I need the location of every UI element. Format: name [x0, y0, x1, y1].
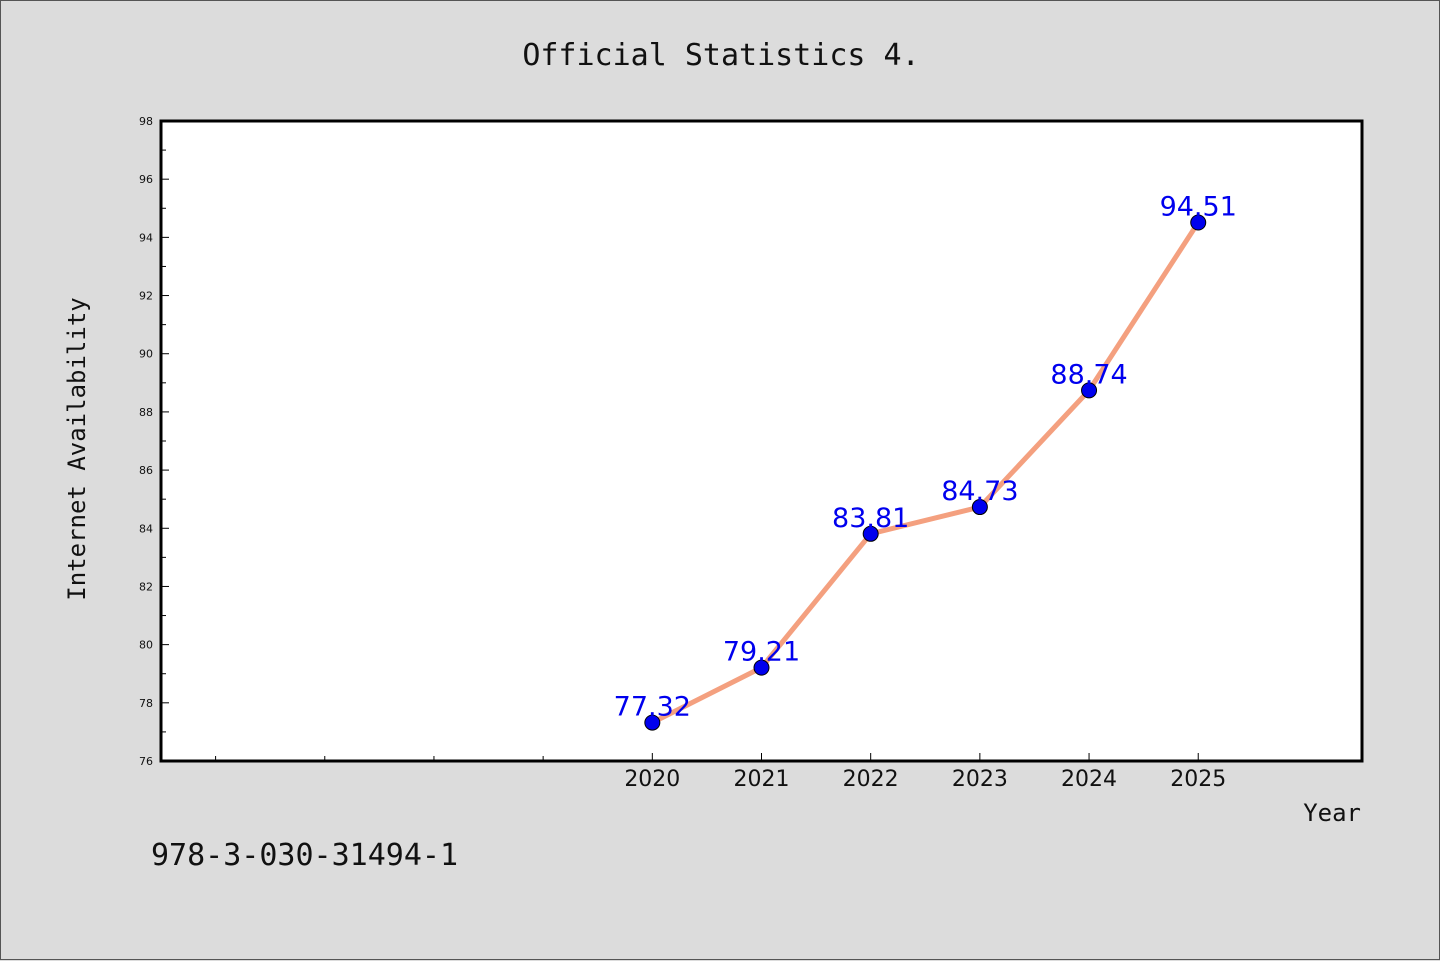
data-label: 94.51 [1160, 192, 1237, 223]
x-tick-label: 2021 [734, 767, 790, 792]
data-point [1190, 214, 1207, 231]
y-tick-label: 94 [139, 231, 153, 244]
y-tick-label: 78 [139, 697, 153, 710]
x-axis-label: Year [1303, 799, 1361, 827]
y-tick-label: 86 [139, 464, 153, 477]
y-tick-label: 84 [139, 522, 153, 535]
data-label: 77.32 [614, 692, 691, 723]
x-tick-label: 2023 [952, 767, 1008, 792]
plot-area [159, 119, 1364, 763]
x-axis-minor-ticks [215, 756, 544, 761]
y-axis: 76 78 80 82 84 86 88 90 92 94 96 98 [139, 115, 169, 768]
data-label: 83.81 [832, 503, 909, 534]
x-axis: 2020 2021 2022 2023 2024 2025 [624, 753, 1226, 792]
x-tick-label: 2025 [1170, 767, 1226, 792]
data-point [753, 659, 770, 676]
series-line-group [651, 221, 1201, 725]
y-axis-label: Internet Availability [63, 297, 91, 600]
y-tick-label: 98 [139, 115, 153, 128]
y-tick-label: 80 [139, 639, 153, 652]
y-tick-label: 76 [139, 755, 153, 768]
data-points [644, 214, 1207, 731]
isbn-footer: 978-3-030-31494-1 [151, 838, 458, 873]
data-labels: 77.32 79.21 83.81 84.73 88.74 94.51 [614, 192, 1237, 723]
x-tick-label: 2022 [843, 767, 899, 792]
data-point [1081, 382, 1098, 399]
y-tick-label: 92 [139, 290, 153, 303]
y-tick-label: 96 [139, 173, 153, 186]
y-tick-label: 88 [139, 406, 153, 419]
chart-title: Official Statistics 4. [522, 38, 919, 73]
data-label: 79.21 [723, 637, 800, 668]
series-line [651, 221, 1201, 725]
data-label: 84.73 [941, 476, 1018, 507]
data-label: 88.74 [1050, 359, 1127, 390]
data-point [862, 525, 879, 542]
y-tick-label: 82 [139, 580, 153, 593]
x-tick-label: 2024 [1061, 767, 1117, 792]
data-point [971, 499, 988, 516]
data-point [644, 714, 661, 731]
x-tick-label: 2020 [624, 767, 680, 792]
y-tick-label: 90 [139, 348, 153, 361]
